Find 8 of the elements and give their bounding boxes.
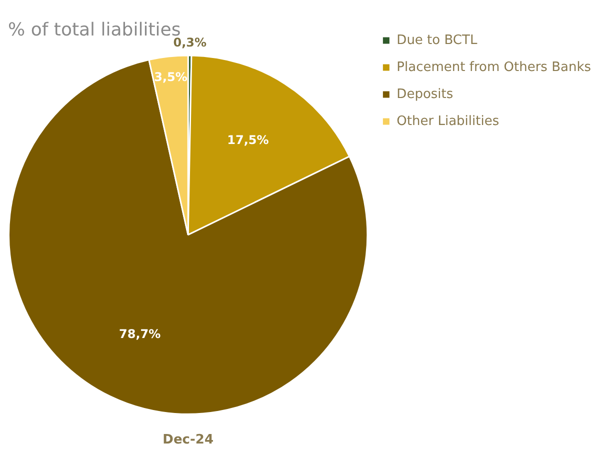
legend-label: Placement from Others Banks xyxy=(396,60,592,75)
data-label: 3,5% xyxy=(154,70,188,84)
text: Dec-24 xyxy=(162,432,214,448)
legend-label: Other Liabilities xyxy=(396,114,500,129)
data-label: 17,5% xyxy=(227,133,269,148)
data-label: 78,7% xyxy=(118,327,161,342)
legend-label: Due to BCTL xyxy=(396,32,478,48)
legend-label: Deposits xyxy=(396,86,454,102)
